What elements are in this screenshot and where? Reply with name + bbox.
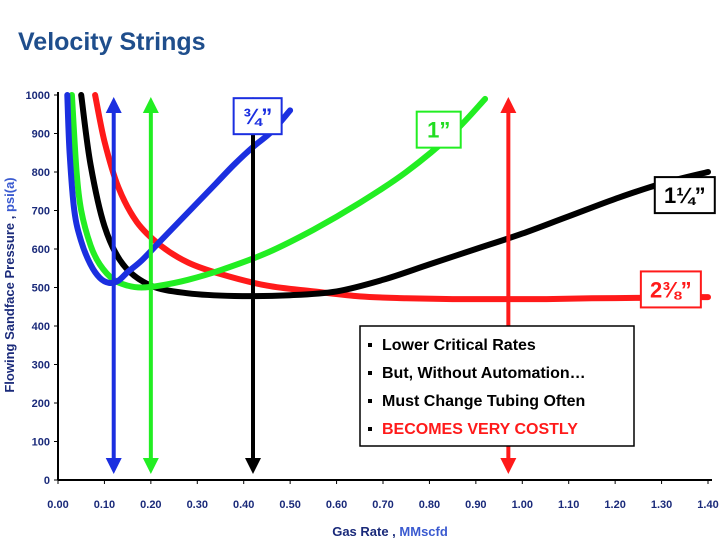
- x-tick-label: 0.00: [47, 499, 68, 511]
- callout-box-4: [639, 270, 702, 309]
- callout-label-3: 1¼”: [664, 183, 706, 208]
- x-tick-label: 0.20: [140, 499, 161, 511]
- bullet-marker: [368, 427, 372, 431]
- blue-arrow-head-down: [105, 458, 122, 474]
- x-tick-label: 1.30: [651, 499, 672, 511]
- y-axis-title-text: Flowing Sandface Pressure ,: [2, 212, 17, 393]
- x-tick-label: 0.80: [419, 499, 440, 511]
- red-arrow-head-up: [500, 97, 517, 113]
- blue-arrow-head-up: [105, 97, 122, 113]
- callout-label-4: 2⅜”: [650, 277, 692, 302]
- callout-box-3: [653, 176, 716, 215]
- x-tick-label: 0.10: [94, 499, 115, 511]
- x-axis-title-text: Gas Rate ,: [332, 524, 399, 539]
- x-tick-label: 0.90: [465, 499, 486, 511]
- x-tick-label: 0.50: [279, 499, 300, 511]
- y-tick-label: 400: [32, 321, 50, 333]
- axis-title-layer: Gas Rate , MMscfd Flowing Sandface Pressu…: [2, 177, 448, 539]
- callout-label-2: 1”: [427, 118, 450, 143]
- callout-label-1: ¾”: [243, 104, 272, 129]
- y-tick-label: 800: [32, 167, 50, 179]
- bullet-box-layer: Lower Critical Rates But, Without Automat…: [359, 325, 635, 447]
- x-axis-title-units: MMscfd: [399, 524, 447, 539]
- x-tick-label: 0.60: [326, 499, 347, 511]
- bullet-marker: [368, 343, 372, 347]
- black-arrow-head-down: [245, 458, 261, 474]
- y-tick-label: 1000: [26, 90, 50, 102]
- bullet-marker: [368, 371, 372, 375]
- bullet-box: [359, 325, 635, 447]
- y-tick-label: 900: [32, 129, 50, 141]
- bullet-text: Must Change Tubing Often: [382, 393, 585, 410]
- x-tick-label: 0.30: [187, 499, 208, 511]
- y-tick-label: 0: [44, 475, 50, 487]
- callout-layer: ¾” 1” 1¼” 2⅜”: [232, 97, 716, 309]
- x-tick-label: 1.40: [697, 499, 718, 511]
- y-tick-label: 100: [32, 437, 50, 449]
- y-axis-title-units: psi(a): [2, 177, 17, 212]
- x-tick-label: 1.10: [558, 499, 579, 511]
- bullet-text: BECOMES VERY COSTLY: [382, 421, 578, 438]
- x-tick-label: 1.20: [604, 499, 625, 511]
- x-tick-label: 0.40: [233, 499, 254, 511]
- y-tick-label: 500: [32, 283, 50, 295]
- x-tick-label: 1.00: [512, 499, 533, 511]
- x-tick-label: 0.70: [372, 499, 393, 511]
- series-line-1: [64, 92, 294, 286]
- series-line-2: [68, 92, 489, 291]
- y-tick-label: 700: [32, 206, 50, 218]
- red-arrow-head-down: [500, 458, 517, 474]
- callout-box-1: [232, 97, 283, 136]
- y-tick-label: 600: [32, 244, 50, 256]
- y-tick-label: 300: [32, 360, 50, 372]
- callout-box-2: [415, 110, 462, 149]
- series-layer: [64, 92, 711, 303]
- series-line-3: [78, 92, 711, 300]
- axes-group: 0 100 200 300 400 500 600 700 800 900 1000 0.00 0.10…: [26, 90, 719, 511]
- bullet-marker: [368, 399, 372, 403]
- bullet-text: Lower Critical Rates: [382, 337, 536, 354]
- y-tick-label: 200: [32, 398, 50, 410]
- x-axis-title: Gas Rate , MMscfd: [332, 524, 448, 539]
- y-axis-title: Flowing Sandface Pressure , psi(a): [2, 177, 17, 392]
- green-arrow-head-down: [142, 458, 159, 474]
- bullet-text: But, Without Automation…: [382, 365, 586, 382]
- page-title: Velocity Strings: [18, 28, 206, 56]
- green-arrow-head-up: [142, 97, 159, 113]
